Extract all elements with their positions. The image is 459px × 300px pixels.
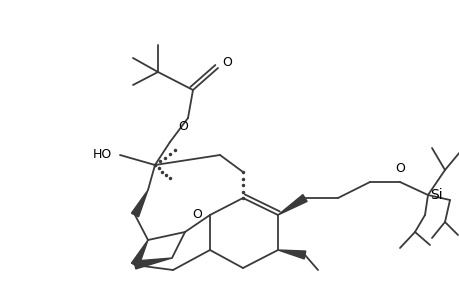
Text: O: O bbox=[192, 208, 202, 221]
Polygon shape bbox=[134, 258, 172, 269]
Text: HO: HO bbox=[93, 148, 112, 161]
Polygon shape bbox=[131, 190, 148, 217]
Text: O: O bbox=[394, 162, 404, 175]
Text: O: O bbox=[222, 56, 231, 70]
Polygon shape bbox=[131, 240, 148, 267]
Text: O: O bbox=[178, 120, 188, 133]
Polygon shape bbox=[277, 250, 305, 259]
Text: Si: Si bbox=[429, 188, 442, 202]
Polygon shape bbox=[277, 195, 307, 215]
